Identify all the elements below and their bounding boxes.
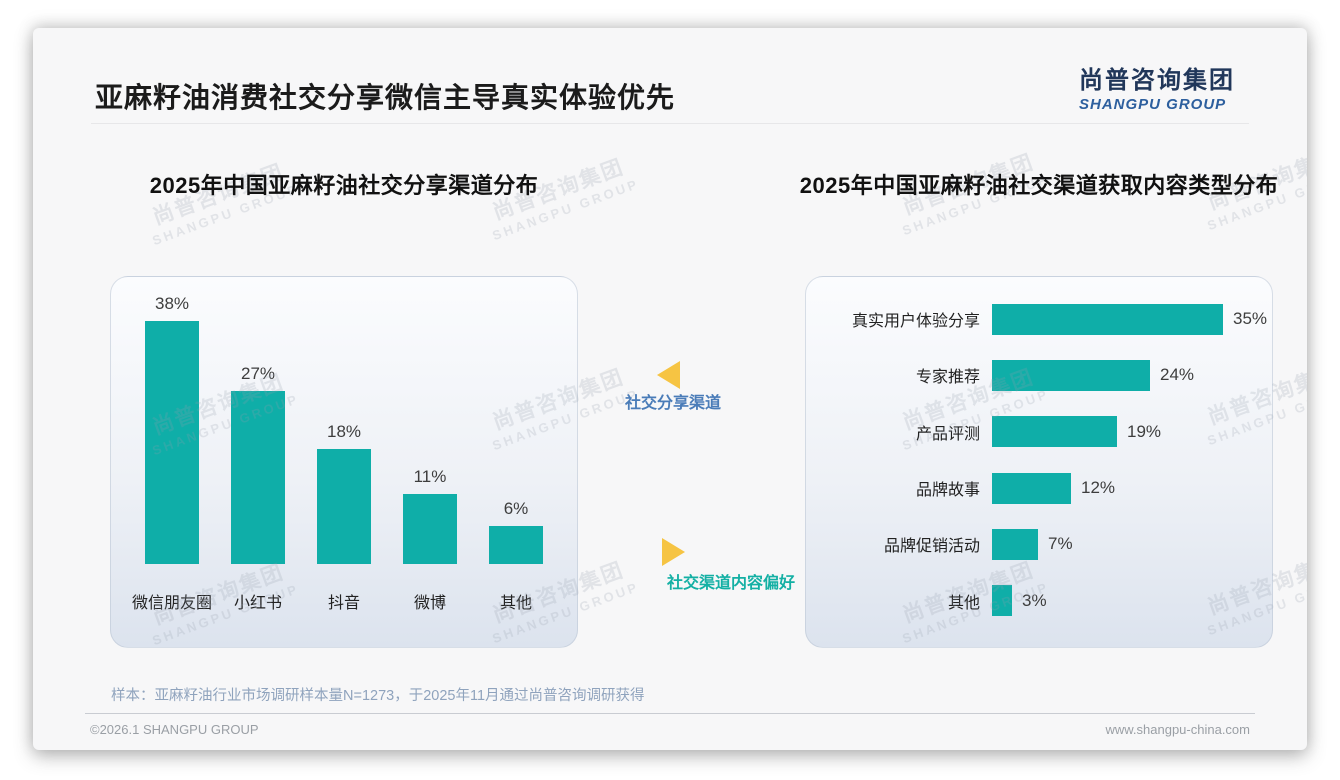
- bar-column: 27%: [218, 364, 298, 564]
- bar: [231, 391, 285, 564]
- bar-category-label: 真实用户体验分享: [851, 313, 980, 331]
- bar-value-label: 27%: [240, 364, 276, 383]
- bottom-divider: [85, 713, 1255, 714]
- horizontal-bar-chart: 真实用户体验分享 35% 专家推荐 24% 产品评测 19% 品牌故事 12% 品牌促销活动 7%…: [828, 291, 1267, 629]
- title-divider: [91, 123, 1249, 124]
- bar-category-label: 品牌故事: [915, 482, 980, 500]
- bar-value-label: 12%: [1081, 478, 1116, 498]
- bar-column: 38%: [132, 294, 212, 564]
- bar: [489, 526, 543, 564]
- bar: [992, 528, 1038, 560]
- right-chart-panel: 真实用户体验分享 35% 专家推荐 24% 产品评测 19% 品牌故事 12% 品牌促销活动 7%…: [805, 276, 1273, 648]
- bar-category-label: 微信朋友圈: [131, 595, 212, 612]
- bar: [992, 359, 1150, 391]
- bar-row: 产品评测 19%: [828, 416, 1258, 448]
- company-logo: 尚普咨询集团 SHANGPU GROUP: [1079, 60, 1235, 113]
- bar-value-label: 35%: [1233, 309, 1268, 329]
- vertical-bar-categories: 微信朋友圈 小红书 抖音 微博 其他: [129, 589, 559, 613]
- bar-category-label: 其他: [947, 594, 980, 612]
- slide-card: 亚麻籽油消费社交分享微信主导真实体验优先 尚普咨询集团 SHANGPU GROU…: [33, 28, 1307, 750]
- copyright-text: ©2026.1 SHANGPU GROUP: [90, 722, 259, 737]
- bar-category-label: 其他: [499, 595, 532, 612]
- arrow-right-icon: [662, 538, 685, 566]
- bar-value-label: 7%: [1048, 534, 1073, 554]
- bottom-bar: ©2026.1 SHANGPU GROUP www.shangpu-china.…: [90, 722, 1250, 737]
- logo-chinese-name: 尚普咨询集团: [1079, 67, 1235, 94]
- bar-category-label: 专家推荐: [915, 369, 980, 387]
- bar: [145, 321, 199, 564]
- left-chart-panel: 38% 27% 18% 11% 6% 微信朋友圈 小红书 抖音 微博 其他: [110, 276, 578, 648]
- bar-value-label: 19%: [1127, 421, 1162, 441]
- bar-row: 品牌故事 12%: [828, 472, 1258, 504]
- right-chart-title: 2025年中国亚麻籽油社交渠道获取内容类型分布: [799, 173, 1279, 198]
- bar-category-label: 小红书: [233, 595, 282, 612]
- bar-value-label: 6%: [503, 499, 529, 518]
- bar-value-label: 3%: [1022, 590, 1047, 610]
- right-panel-annotation: 社交渠道内容偏好: [667, 575, 796, 592]
- bar-value-label: 24%: [1160, 365, 1195, 385]
- bar-value-label: 11%: [413, 467, 447, 486]
- bar-row: 专家推荐 24%: [828, 359, 1258, 391]
- bar-category-label: 抖音: [327, 595, 360, 612]
- arrow-left-icon: [657, 361, 680, 389]
- left-panel-annotation: 社交分享渠道: [624, 395, 721, 412]
- bar-category-label: 品牌促销活动: [883, 538, 980, 556]
- bar: [317, 449, 371, 564]
- bar-column: 18%: [304, 422, 384, 564]
- bar: [992, 303, 1223, 335]
- bar-column: 6%: [476, 499, 556, 564]
- vertical-bar-chart: 38% 27% 18% 11% 6%: [129, 293, 559, 564]
- website-text: www.shangpu-china.com: [1105, 722, 1250, 737]
- bar-value-label: 38%: [154, 294, 190, 313]
- bar-column: 11%: [390, 467, 470, 564]
- bar-row: 其他 3%: [828, 585, 1258, 617]
- logo-english-name: SHANGPU GROUP: [1079, 96, 1227, 113]
- bar-value-label: 18%: [326, 422, 362, 441]
- bar-category-label: 微博: [413, 595, 446, 612]
- bar: [992, 416, 1117, 448]
- bar-category-label: 产品评测: [915, 425, 980, 443]
- bar-row: 真实用户体验分享 35%: [828, 303, 1267, 335]
- bar: [403, 494, 457, 564]
- bar: [992, 472, 1071, 504]
- left-chart-title: 2025年中国亚麻籽油社交分享渠道分布: [149, 173, 539, 198]
- bar-row: 品牌促销活动 7%: [828, 528, 1258, 560]
- bar: [992, 585, 1012, 617]
- sample-note: 样本：亚麻籽油行业市场调研样本量N=1273，于2025年11月通过尚普咨询调研…: [111, 688, 645, 704]
- page-title: 亚麻籽油消费社交分享微信主导真实体验优先: [95, 82, 676, 113]
